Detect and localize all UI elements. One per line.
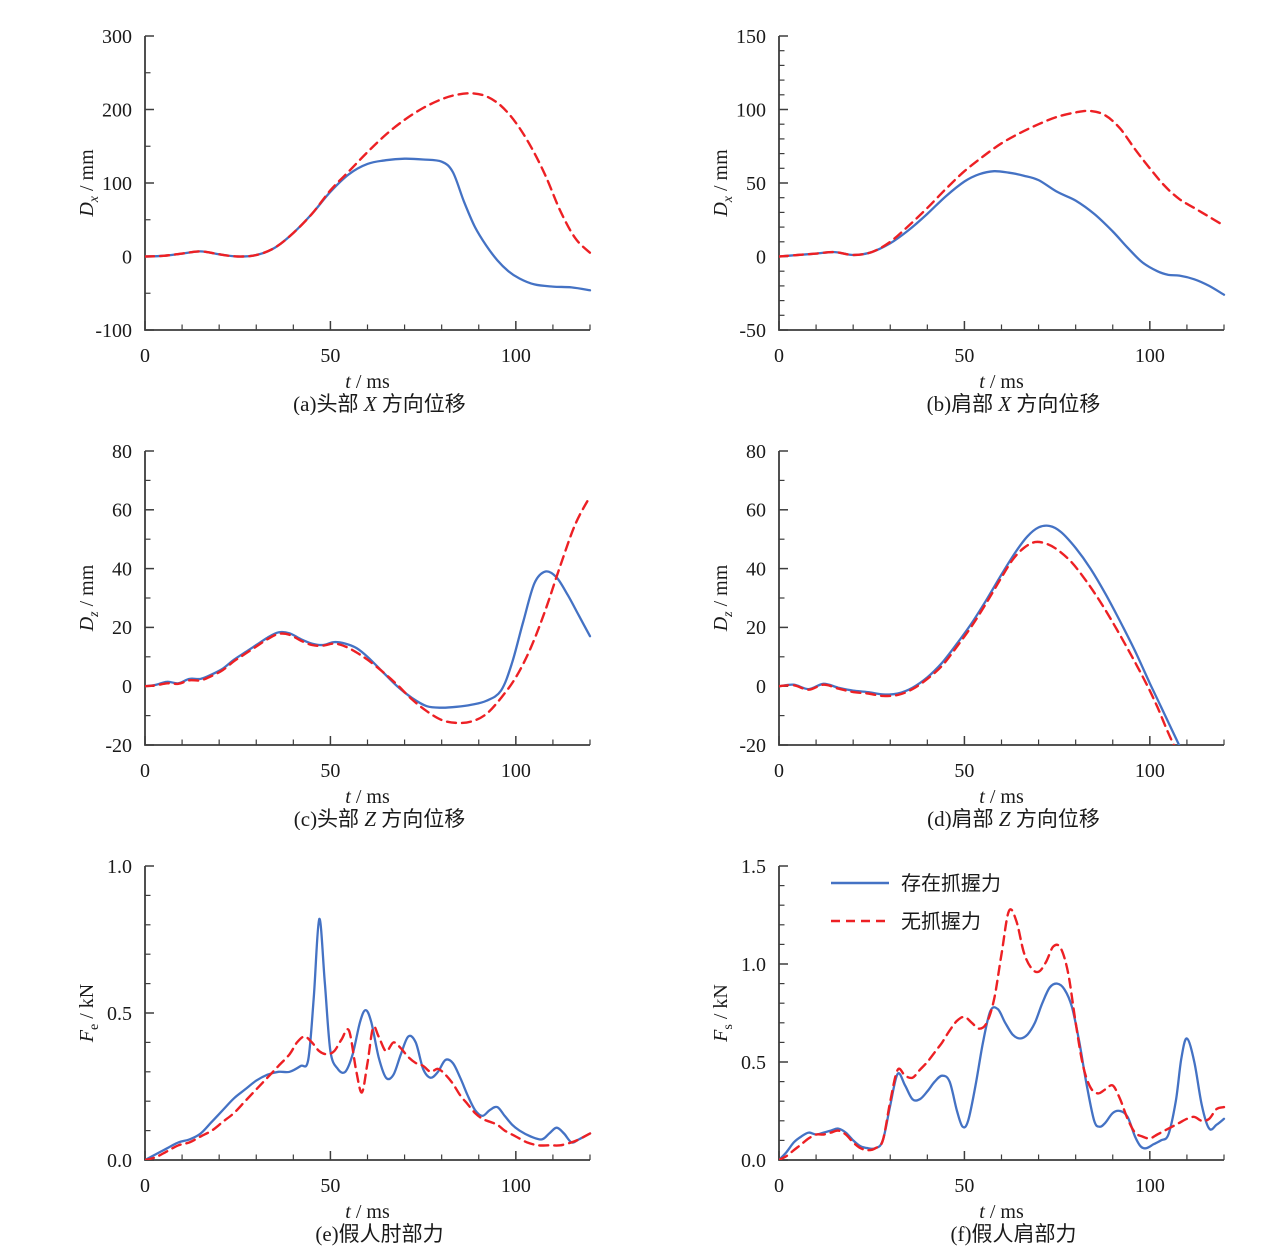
- series-a-with-grip: [145, 157, 592, 292]
- y-tick-label: 40: [112, 558, 132, 580]
- y-axis-title-d: Dz / mm: [710, 564, 736, 632]
- caption-c: (c)头部 Z 方向位移: [294, 807, 466, 830]
- x-axis-title-a: t / ms: [345, 371, 390, 393]
- y-tick-label: 0.0: [741, 1150, 766, 1172]
- y-tick-label: 1.5: [741, 856, 766, 878]
- series-b-no-grip: [779, 109, 1226, 258]
- series-a-no-grip: [145, 92, 592, 258]
- series-f-with-grip: [779, 982, 1226, 1160]
- series-d-with-grip: [779, 524, 1181, 745]
- y-tick-label: 80: [746, 441, 766, 463]
- y-tick-label: 300: [102, 26, 132, 48]
- x-axis-title-f: t / ms: [979, 1201, 1024, 1223]
- y-tick-label: 150: [736, 26, 766, 48]
- axes-a: [144, 36, 590, 331]
- x-tick-label: 0: [774, 760, 784, 782]
- x-tick-label: 100: [501, 1175, 531, 1197]
- series-b-with-grip: [779, 170, 1226, 296]
- x-tick-label: 50: [320, 345, 340, 367]
- x-tick-label: 100: [1135, 760, 1165, 782]
- x-tick-label: 100: [1135, 345, 1165, 367]
- y-tick-label: 50: [746, 173, 766, 195]
- chart-d: -20 0 20 40 60 80 0 50 100 Dz / mm t / ms(d)肩部 Z 方…: [710, 441, 1225, 830]
- x-tick-label: 50: [954, 760, 974, 782]
- x-tick-label: 0: [774, 345, 784, 367]
- series-e-with-grip: [145, 917, 592, 1160]
- panel-b: -50 0 50 100 150 0 50 100 Dx / mm t / ms (b)肩部 X 方…: [634, 0, 1268, 415]
- x-tick-label: 50: [954, 345, 974, 367]
- x-tick-label: 50: [954, 1175, 974, 1197]
- y-tick-label: 1.0: [107, 856, 132, 878]
- y-tick-label: 60: [746, 500, 766, 522]
- panel-f: 0.0 0.5 1.0 1.5 0 50 100 Fs / kN t / ms (f)假人肩部力 存…: [634, 830, 1268, 1246]
- x-tick-label: 50: [320, 760, 340, 782]
- y-tick-label: 0.5: [741, 1052, 766, 1074]
- panel-d: -20 0 20 40 60 80 0 50 100 Dz / mm t / ms (d)肩部 Z 方…: [634, 415, 1268, 830]
- x-tick-label: 0: [774, 1175, 784, 1197]
- series-c-with-grip: [145, 570, 592, 709]
- axes-b: [778, 36, 1224, 331]
- y-tick-label: 100: [736, 99, 766, 121]
- y-tick-label: 80: [112, 441, 132, 463]
- x-tick-label: 100: [1135, 1175, 1165, 1197]
- x-axis-title-c: t / ms: [345, 786, 390, 808]
- x-tick-label: 50: [320, 1175, 340, 1197]
- panel-a: -100 0 100 200 300 0 50 100 Dx / mm t / ms (a)头部 X…: [0, 0, 634, 415]
- y-tick-label: -20: [105, 735, 132, 757]
- y-tick-label: 20: [746, 617, 766, 639]
- y-tick-label: 0: [122, 676, 132, 698]
- x-tick-label: 100: [501, 760, 531, 782]
- caption-d: (d)肩部 Z 方向位移: [927, 807, 1100, 830]
- legend-label-no-grip: 无抓握力: [901, 910, 981, 933]
- x-tick-label: 0: [140, 345, 150, 367]
- panel-c: -20 0 20 40 60 80 0 50 100 Dz / mm t / ms (c)头部 Z 方…: [0, 415, 634, 830]
- legend-label-with-grip: 存在抓握力: [901, 872, 1001, 895]
- y-tick-label: 0: [756, 676, 766, 698]
- y-tick-label: 200: [102, 99, 132, 121]
- caption-f: (f)假人肩部力: [951, 1222, 1077, 1246]
- caption-e: (e)假人肘部力: [315, 1222, 443, 1246]
- y-tick-label: -50: [739, 320, 766, 342]
- y-tick-label: 60: [112, 500, 132, 522]
- chart-f: 0.0 0.5 1.0 1.5 0 50 100 Fs / kN t / ms(f)假人肩部力 存…: [710, 856, 1226, 1246]
- axes-c: [144, 451, 590, 746]
- x-axis-title-b: t / ms: [979, 371, 1024, 393]
- chart-e: 0.0 0.5 1.0 0 50 100 Fe / kN t / ms(e)假人肘部力: [76, 856, 592, 1246]
- y-axis-title-c: Dz / mm: [76, 564, 102, 632]
- chart-b: -50 0 50 100 150 0 50 100 Dx / mm t / ms(b)肩部 X 方…: [710, 26, 1226, 415]
- y-axis-title-b: Dx / mm: [710, 149, 736, 218]
- caption-a: (a)头部 X 方向位移: [293, 392, 466, 415]
- y-tick-label: 0: [756, 246, 766, 268]
- y-tick-label: 100: [102, 173, 132, 195]
- y-tick-label: 20: [112, 617, 132, 639]
- y-tick-label: 0.5: [107, 1003, 132, 1025]
- caption-b: (b)肩部 X 方向位移: [927, 392, 1101, 415]
- series-d-no-grip: [779, 540, 1176, 745]
- panel-e: 0.0 0.5 1.0 0 50 100 Fe / kN t / ms (e)假人肘部力: [0, 830, 634, 1246]
- y-tick-label: -20: [739, 735, 766, 757]
- y-axis-title-f: Fs / kN: [710, 984, 736, 1043]
- chart-c: -20 0 20 40 60 80 0 50 100 Dz / mm t / ms(c)头部 Z 方…: [76, 441, 592, 830]
- x-tick-label: 100: [501, 345, 531, 367]
- series-f-no-grip: [779, 908, 1226, 1160]
- x-tick-label: 0: [140, 1175, 150, 1197]
- x-axis-title-d: t / ms: [979, 786, 1024, 808]
- y-tick-label: 40: [746, 558, 766, 580]
- y-tick-label: -100: [95, 320, 132, 342]
- x-axis-title-e: t / ms: [345, 1201, 390, 1223]
- y-tick-label: 0: [122, 246, 132, 268]
- x-tick-label: 0: [140, 760, 150, 782]
- y-axis-title-a: Dx / mm: [76, 149, 102, 218]
- series-c-no-grip: [145, 495, 592, 725]
- y-tick-label: 1.0: [741, 954, 766, 976]
- y-tick-label: 0.0: [107, 1150, 132, 1172]
- series-e-no-grip: [145, 1025, 592, 1160]
- y-axis-title-e: Fe / kN: [76, 984, 102, 1043]
